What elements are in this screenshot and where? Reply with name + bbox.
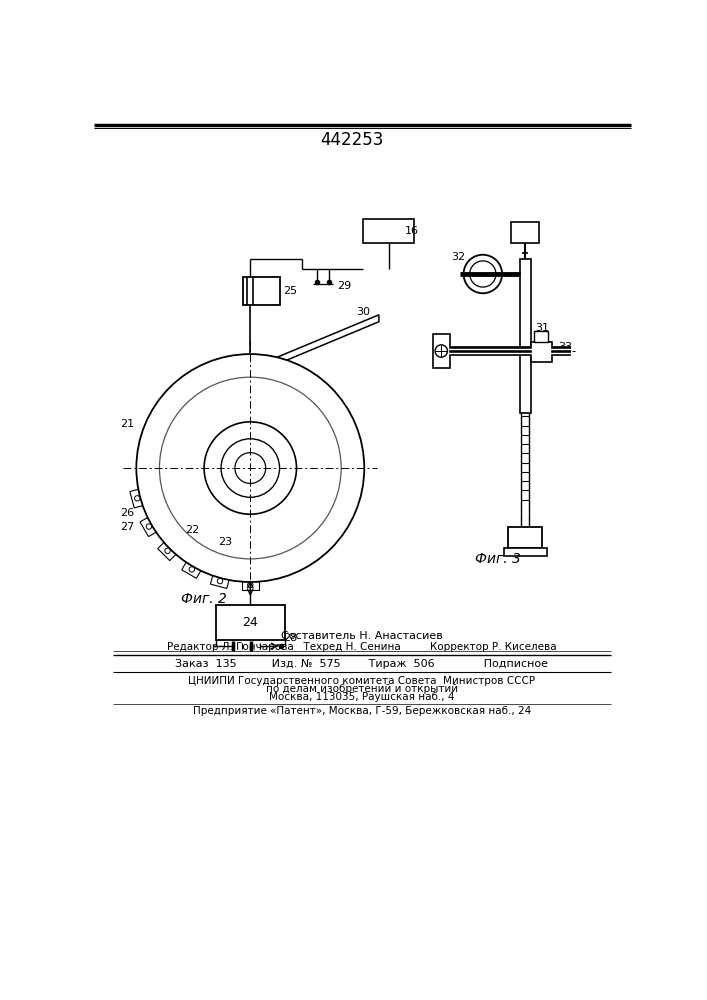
Polygon shape: [158, 541, 177, 561]
Polygon shape: [182, 560, 201, 578]
Bar: [520, 259, 530, 413]
Text: Составитель Н. Анастасиев: Составитель Н. Анастасиев: [281, 631, 443, 641]
Text: Предприятие «Патент», Москва, Г-59, Бережковская наб., 24: Предприятие «Патент», Москва, Г-59, Бере…: [193, 706, 531, 716]
Text: 16: 16: [405, 226, 419, 236]
Text: Редактор Л. Гончарова   Техред Н. Сенина         Корректор Р. Киселева: Редактор Л. Гончарова Техред Н. Сенина К…: [167, 642, 557, 652]
Text: ЦНИИПИ Государственного комитета Совета  Министров СССР: ЦНИИПИ Государственного комитета Совета …: [188, 676, 535, 686]
Text: Заказ  135          Изд. №  575        Тираж  506              Подписное: Заказ 135 Изд. № 575 Тираж 506 Подписное: [175, 659, 549, 669]
Circle shape: [204, 422, 296, 514]
Bar: [503, 548, 547, 556]
Text: 22: 22: [185, 525, 199, 535]
Text: 27: 27: [120, 522, 134, 532]
Circle shape: [235, 453, 266, 483]
Circle shape: [136, 354, 364, 582]
Polygon shape: [211, 574, 230, 588]
Text: 30: 30: [356, 307, 370, 317]
Circle shape: [146, 524, 151, 529]
Text: 23: 23: [218, 537, 232, 547]
Text: Москва, 113035, Раушская наб., 4: Москва, 113035, Раушская наб., 4: [269, 692, 455, 702]
Text: 21: 21: [120, 419, 134, 429]
Polygon shape: [242, 580, 259, 590]
Circle shape: [134, 496, 140, 501]
Bar: [433, 334, 450, 368]
Circle shape: [469, 261, 496, 287]
Text: Фиг. 2: Фиг. 2: [181, 592, 227, 606]
Polygon shape: [313, 493, 331, 520]
Text: 33: 33: [559, 342, 572, 352]
Polygon shape: [130, 489, 145, 508]
Text: 31: 31: [535, 323, 549, 333]
Text: 25: 25: [284, 286, 298, 296]
Text: 26: 26: [120, 508, 134, 518]
Text: по делам изобретений и открытий: по делам изобретений и открытий: [266, 684, 458, 694]
Circle shape: [435, 345, 448, 357]
Text: 24: 24: [243, 616, 258, 629]
Circle shape: [165, 548, 170, 553]
Text: 442253: 442253: [320, 131, 384, 149]
Polygon shape: [140, 517, 158, 537]
Bar: [243, 277, 279, 305]
Text: Фиг. 3: Фиг. 3: [475, 552, 521, 566]
Bar: [216, 605, 285, 640]
Text: 32: 32: [451, 252, 465, 262]
Circle shape: [221, 439, 279, 497]
Bar: [530, 342, 552, 362]
Text: 29: 29: [337, 281, 351, 291]
Bar: [508, 527, 542, 548]
Bar: [363, 219, 414, 243]
Bar: [534, 331, 549, 342]
Bar: [511, 222, 539, 243]
Circle shape: [464, 255, 502, 293]
Circle shape: [247, 582, 253, 588]
Circle shape: [217, 578, 223, 584]
Polygon shape: [277, 315, 379, 364]
Circle shape: [189, 567, 194, 572]
Text: 28: 28: [284, 633, 298, 643]
